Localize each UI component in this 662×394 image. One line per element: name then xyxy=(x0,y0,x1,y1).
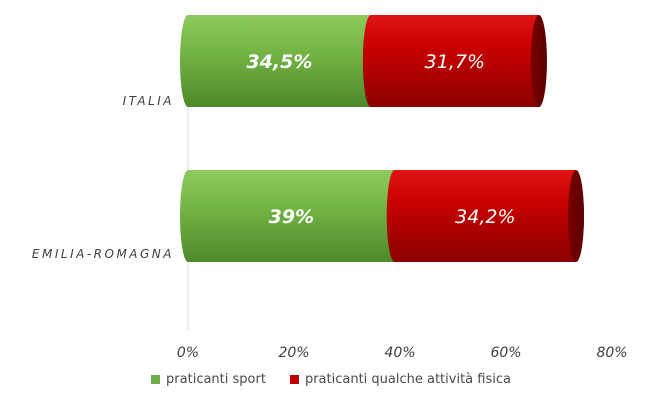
bars-group: 34,5% 31,7% 39% 34,2% xyxy=(180,15,584,262)
x-tick-label-60: 60% xyxy=(490,345,521,361)
legend-label-attivita: praticanti qualche attività fisica xyxy=(304,372,511,387)
data-label-sport-italia: 34,5% xyxy=(246,51,312,73)
data-label-sport-emilia-romagna: 39% xyxy=(269,206,314,228)
bar-end-cap-emilia-romagna xyxy=(567,170,584,262)
legend-swatch-sport xyxy=(151,375,161,384)
category-label-italia: ITALIA xyxy=(123,94,174,108)
x-tick-label-20: 20% xyxy=(278,345,309,361)
x-tick-labels: 0% 20% 40% 60% 80% xyxy=(177,345,628,361)
bar-sport-italia xyxy=(180,15,379,107)
data-label-attivita-emilia-romagna: 34,2% xyxy=(455,206,515,228)
legend-label-sport: praticanti sport xyxy=(166,372,266,387)
x-tick-label-80: 80% xyxy=(596,345,627,361)
bar-end-cap-italia xyxy=(530,15,547,107)
legend-swatch-attivita xyxy=(289,375,299,384)
bar-sport-emilia-romagna xyxy=(180,170,403,262)
data-label-attivita-italia: 31,7% xyxy=(425,51,485,73)
x-tick-label-0: 0% xyxy=(177,345,199,361)
legend: praticanti sport praticanti qualche atti… xyxy=(0,372,662,387)
x-tick-label-40: 40% xyxy=(384,345,415,361)
bar-attivita-emilia-romagna xyxy=(386,170,584,262)
legend-item-sport: praticanti sport xyxy=(151,372,266,387)
bar-attivita-italia xyxy=(362,15,547,107)
category-labels: ITALIA EMILIA-ROMAGNA xyxy=(32,94,174,261)
legend-item-attivita: praticanti qualche attività fisica xyxy=(289,372,511,387)
category-label-emilia-romagna: EMILIA-ROMAGNA xyxy=(32,247,174,261)
